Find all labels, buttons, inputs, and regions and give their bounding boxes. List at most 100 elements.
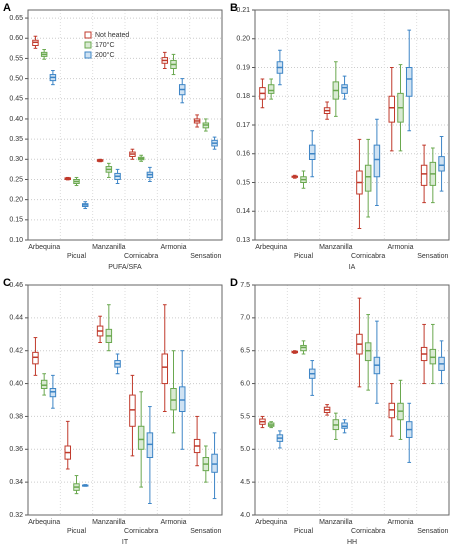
x-tick-label: Picual [294,528,314,535]
box [438,156,445,172]
x-tick-label: Arbequina [28,244,60,251]
y-tick-label: 0.55 [9,55,23,62]
x-tick-label: Picual [67,253,87,260]
x-tick-label: Picual [67,528,87,535]
x-tick-label: Picual [294,253,314,260]
y-tick-label: 0.10 [9,237,23,244]
y-tick-label: 0.13 [236,237,250,244]
x-tick-label: Manzanilla [319,244,353,251]
y-tick-label: 0.46 [9,282,23,289]
x-tick-label: Arbequina [255,244,287,251]
y-tick-label: 0.17 [236,122,250,129]
box [137,425,145,450]
legend-label: 170°C [95,41,115,49]
box [405,67,413,97]
y-tick-label: 0.45 [9,96,23,103]
box [178,386,186,413]
box [211,453,218,473]
x-axis-label: HH [347,539,357,546]
plot-frame [27,9,223,241]
legend-swatch [84,31,92,39]
y-tick-label: 0.25 [9,176,23,183]
x-tick-label: Arbequina [28,519,60,526]
legend-swatch [84,41,92,49]
x-tick-label: Sensation [190,528,221,535]
y-tick-label: 0.14 [236,208,250,215]
y-tick-label: 0.40 [9,380,23,387]
box [341,84,348,94]
y-tick-label: 0.35 [9,136,23,143]
y-tick-label: 0.15 [9,217,23,224]
box [49,388,57,398]
y-tick-label: 0.60 [9,35,23,42]
y-tick-label: 0.16 [236,151,250,158]
plot-frame [254,284,450,516]
x-axis-label: IT [122,539,129,546]
box [388,95,396,123]
x-tick-label: Armonia [160,519,186,526]
x-tick-label: Arbequina [255,519,287,526]
box [308,144,316,160]
box [129,394,136,427]
y-tick-label: 4.0 [240,512,250,519]
x-tick-label: Manzanilla [92,244,126,251]
legend-label: Not heated [95,32,129,39]
y-tick-label: 0.44 [9,315,23,322]
box [364,164,372,192]
panel-letter: A [3,2,11,14]
x-tick-label: Armonia [387,244,413,251]
y-tick-label: 7.0 [240,315,250,322]
y-tick-label: 0.65 [9,15,23,22]
x-tick-label: Sensation [190,253,221,260]
box [146,432,154,459]
y-tick-label: 7.5 [240,282,250,289]
y-tick-label: 0.20 [9,196,23,203]
x-tick-label: Sensation [417,253,448,260]
x-tick-label: Armonia [387,519,413,526]
y-tick-label: 0.34 [9,479,23,486]
y-tick-label: 0.36 [9,446,23,453]
box [373,144,381,178]
x-tick-label: Sensation [417,528,448,535]
box [40,379,48,389]
box [161,353,169,385]
y-tick-label: 6.0 [240,380,250,387]
box [420,164,428,186]
y-tick-label: 0.32 [9,512,23,519]
y-tick-label: 0.19 [236,64,250,71]
y-tick-label: 0.21 [236,7,250,14]
x-tick-label: Cornicabra [124,253,158,260]
x-tick-label: Cornicabra [351,528,385,535]
y-tick-label: 0.38 [9,413,23,420]
box [267,84,275,94]
box [364,342,372,362]
panel-letter: C [3,277,11,289]
panel-letter: B [230,2,238,14]
y-tick-label: 0.30 [9,156,23,163]
x-axis-label: PUFA/SFA [108,264,142,271]
y-tick-label: 5.5 [240,413,250,420]
box [32,351,39,365]
box [170,388,177,411]
y-tick-label: 0.18 [236,93,250,100]
y-tick-label: 0.40 [9,116,23,123]
legend-swatch [84,51,92,59]
x-tick-label: Armonia [160,244,186,251]
y-tick-label: 0.42 [9,348,23,355]
x-tick-label: Cornicabra [351,253,385,260]
y-tick-label: 0.15 [236,179,250,186]
plot-frame [254,9,450,241]
y-tick-label: 6.5 [240,348,250,355]
y-tick-label: 0.50 [9,75,23,82]
x-axis-label: IA [349,264,356,271]
x-tick-label: Manzanilla [92,519,126,526]
y-tick-label: 5.0 [240,446,250,453]
y-tick-label: 4.5 [240,479,250,486]
x-tick-label: Cornicabra [124,528,158,535]
panel-letter: D [230,277,238,289]
y-tick-label: 0.20 [236,36,250,43]
x-tick-label: Manzanilla [319,519,353,526]
plot-frame [27,284,223,516]
legend-label: 200°C [95,51,115,59]
